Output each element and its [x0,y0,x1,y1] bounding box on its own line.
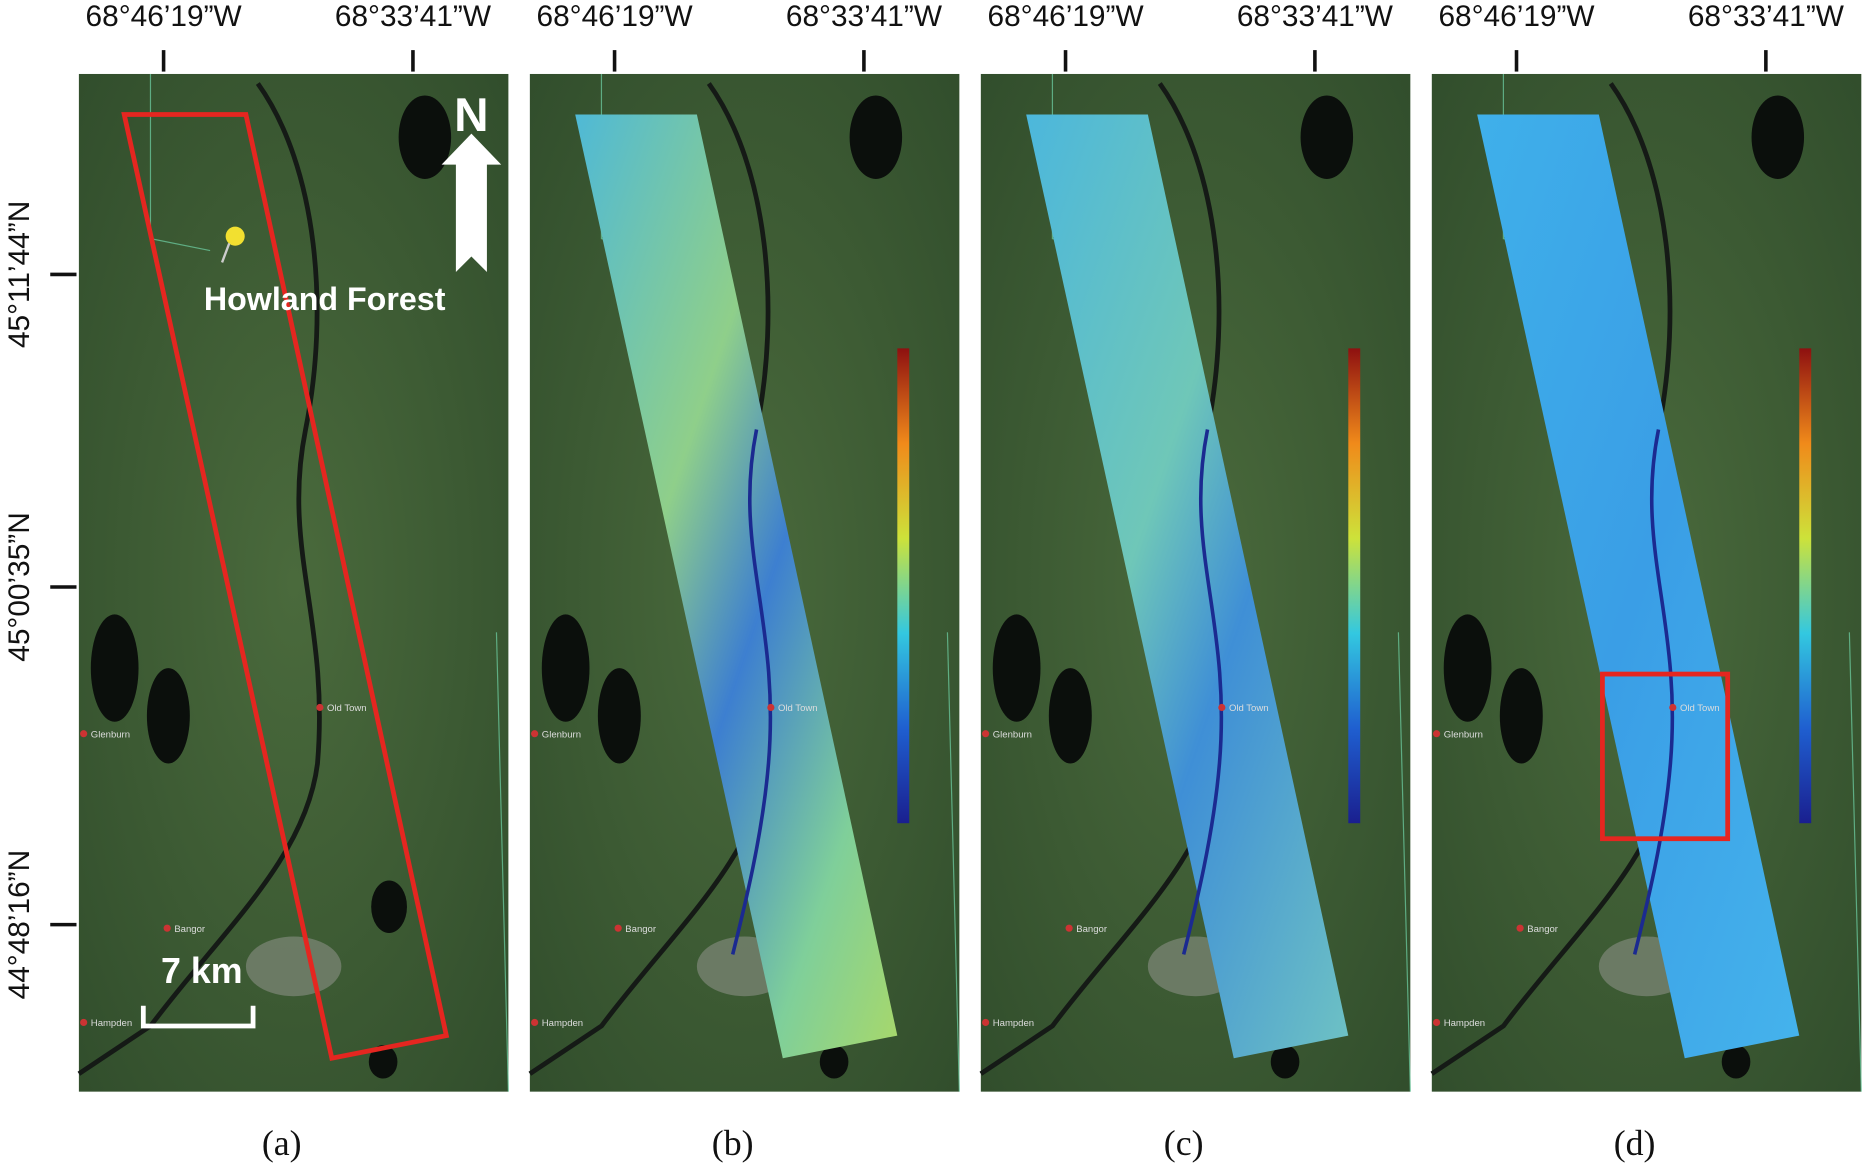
place-marker [1218,703,1226,712]
place-marker [1433,1018,1441,1027]
lake [1499,668,1543,764]
longitude-label: 68°46’19”W [1438,0,1595,33]
latitude-label: 45°00’35”N [3,512,36,662]
classified-strip [1026,114,1349,1059]
lake [368,1045,398,1079]
place-marker [614,924,622,932]
panel-label: (d) [1614,1123,1656,1163]
scale-bar-label: 7 km [161,951,243,991]
lake [1721,1045,1751,1079]
place-marker [1516,924,1524,932]
place-marker [1065,924,1073,932]
lake [597,668,641,764]
place-label: Hampden [993,1018,1034,1029]
longitude-label: 68°33’41”W [786,0,943,33]
lake [90,614,139,722]
place-marker [767,703,775,712]
place-marker [163,924,171,932]
map-panel: Old Town Glenburn Bangor Hampden [77,73,509,1092]
place-label: Old Town [778,703,818,714]
north-arrow [441,133,502,273]
place-label: Old Town [1680,703,1720,714]
classified-strip [1477,114,1800,1059]
place-marker [982,730,990,738]
place-marker [531,730,539,738]
site-label: Howland Forest [204,281,446,317]
place-label: Hampden [1444,1018,1485,1029]
classified-strip [575,114,898,1059]
latitude-label: 44°48’16”N [3,850,36,999]
place-label: Glenburn [542,729,581,740]
panel-label: (c) [1164,1123,1204,1163]
lake [1270,1045,1300,1079]
site-pin [225,226,245,246]
place-label: Glenburn [91,729,130,740]
lake [398,95,452,179]
place-marker [1669,703,1677,712]
place-label: Old Town [327,703,367,714]
place-label: Old Town [1229,703,1269,714]
place-label: Hampden [91,1018,132,1029]
lake [819,1045,849,1079]
place-label: Glenburn [1444,729,1483,740]
place-marker [316,703,324,712]
place-label: Bangor [174,924,206,935]
place-marker [982,1018,990,1027]
map-panel: Old Town Glenburn Bangor Hampden [528,73,960,1092]
place-marker [1433,730,1441,738]
place-marker [531,1018,539,1027]
lake [245,936,342,997]
colorbar [1799,348,1812,824]
lake [992,614,1041,722]
lake [1751,95,1805,179]
place-label: Glenburn [993,729,1032,740]
longitude-label: 68°46’19”W [987,0,1144,33]
place-label: Bangor [1076,924,1108,935]
place-label: Bangor [1527,924,1559,935]
lake [541,614,590,722]
longitude-label: 68°33’41”W [335,0,492,33]
longitude-label: 68°33’41”W [1688,0,1845,33]
site-pin-needle [220,242,231,263]
lake [849,95,903,179]
longitude-label: 68°46’19”W [537,0,694,33]
lake [1443,614,1492,722]
north-label: N [454,89,488,142]
river [77,82,322,1076]
strip-river [1632,429,1675,955]
lake [371,880,407,933]
latitude-label: 45°11’44”N [3,201,36,348]
colorbar [1348,348,1361,824]
strip-river [1181,429,1224,955]
lake [146,668,190,764]
colorbar [897,348,910,824]
place-label: Bangor [625,924,657,935]
study-area-outline [121,112,450,1062]
panel-label: (b) [712,1123,754,1163]
longitude-label: 68°46’19”W [86,0,243,33]
strip-river [730,429,773,955]
place-marker [80,730,88,738]
map-panel: Old Town Glenburn Bangor Hampden [1430,73,1862,1092]
place-label: Hampden [542,1018,583,1029]
place-marker [80,1018,88,1027]
panel-label: (a) [262,1123,302,1163]
longitude-label: 68°33’41”W [1237,0,1394,33]
highlight-box [1600,671,1731,842]
map-panel: Old Town Glenburn Bangor Hampden [979,73,1411,1092]
lake [1048,668,1092,764]
lake [1300,95,1354,179]
scale-bar [140,1005,256,1029]
